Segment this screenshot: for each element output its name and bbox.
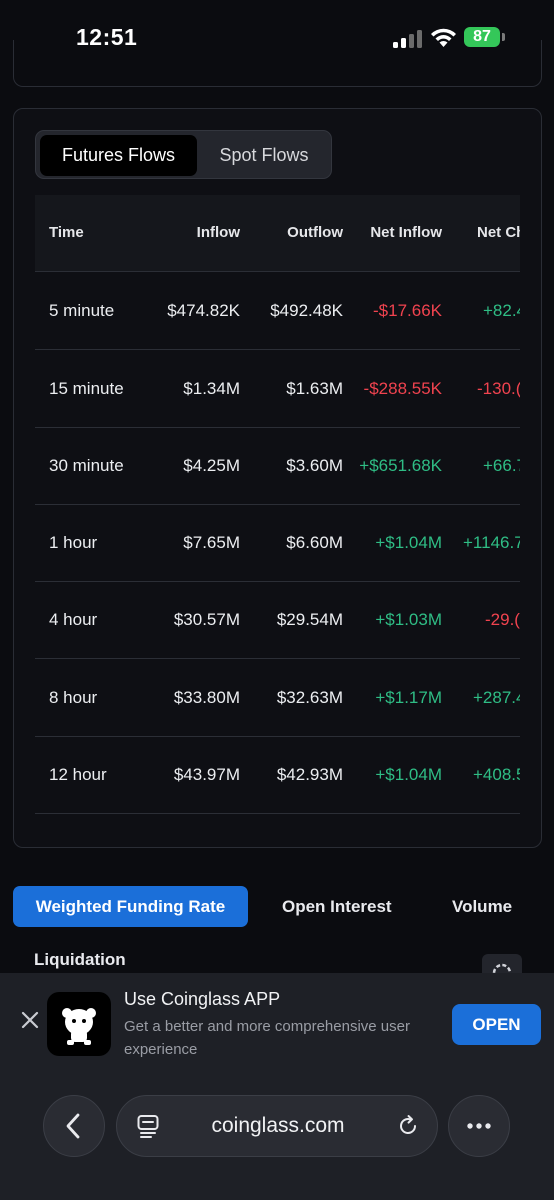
cell-outflow: $32.63M [276,688,343,707]
reload-icon[interactable] [396,1114,420,1138]
header-outflow[interactable]: Outflow [287,224,343,241]
cell-net-inflow: +$1.17M [375,688,442,707]
metric-tabs: Weighted Funding Rate Open Interest Volu… [0,886,554,928]
cell-net-inflow: +$1.03M [375,610,442,629]
table-row: 4 hour $30.57M $29.54M +$1.03M -29.( [35,581,520,659]
cell-net-inflow: -$17.66K [373,301,442,320]
coinglass-logo-icon [47,992,111,1056]
status-time: 12:51 [76,24,138,50]
cell-net-change: -130.( [477,379,520,398]
cell-outflow: $6.60M [286,533,343,552]
cell-time: 30 minute [49,456,124,475]
cell-outflow: $492.48K [270,301,343,320]
cell-outflow: $1.63M [286,379,343,398]
tab-weighted-funding-rate[interactable]: Weighted Funding Rate [13,886,248,927]
cell-net-inflow: -$288.55K [363,379,442,398]
cell-time: 15 minute [49,379,124,398]
table-header: Time Inflow Outflow Net Inflow Net Ch [35,195,520,272]
cell-outflow: $3.60M [286,456,343,475]
cell-inflow: $7.65M [183,533,240,552]
cell-outflow: $42.93M [276,765,343,784]
cell-inflow: $33.80M [173,688,240,707]
cell-inflow: $43.97M [173,765,240,784]
cell-net-inflow: +$1.04M [375,533,442,552]
flows-card: Futures Flows Spot Flows Time Inflow Out… [13,108,542,848]
header-net-change[interactable]: Net Ch [477,224,520,241]
url-text: coinglass.com [211,1114,345,1137]
cell-time: 12 hour [49,765,107,784]
cell-outflow: $29.54M [276,610,343,629]
cell-net-change: +82.4 [483,301,520,320]
cell-time: 8 hour [49,688,98,707]
cell-net-inflow: +$1.04M [375,765,442,784]
cell-inflow: $4.25M [183,456,240,475]
open-app-button[interactable]: OPEN [452,1004,541,1045]
close-icon[interactable] [20,1010,40,1030]
reader-icon[interactable] [137,1114,159,1138]
status-bar: 12:51 87 [0,0,554,74]
table-row: 12 hour $43.97M $42.93M +$1.04M +408.5 [35,736,520,814]
tab-futures-flows[interactable]: Futures Flows [40,135,197,176]
cell-net-change: +1146.7 [463,533,520,552]
header-time[interactable]: Time [49,224,84,241]
cell-time: 1 hour [49,533,98,552]
cell-net-change: -29.( [485,610,520,629]
cell-inflow: $1.34M [183,379,240,398]
more-icon [467,1123,491,1129]
more-button[interactable] [448,1095,510,1157]
banner-subtitle: Get a better and more comprehensive user… [124,1018,410,1058]
header-net-inflow[interactable]: Net Inflow [370,224,442,241]
tab-open-interest[interactable]: Open Interest [282,897,392,916]
back-button[interactable] [43,1095,105,1157]
cell-net-change: +287.4 [473,688,520,707]
cell-inflow: $474.82K [167,301,240,320]
address-bar[interactable]: coinglass.com [116,1095,438,1157]
header-inflow[interactable]: Inflow [196,224,240,241]
back-icon [66,1113,80,1139]
cell-net-change: +66.7 [483,456,520,475]
wifi-icon [431,28,456,47]
table-row: 1 hour $7.65M $6.60M +$1.04M +1146.7 [35,504,520,582]
cell-inflow: $30.57M [173,610,240,629]
flows-table[interactable]: Time Inflow Outflow Net Inflow Net Ch 5 … [35,195,520,825]
table-row: 15 minute $1.34M $1.63M -$288.55K -130.( [35,350,520,428]
signal-icon [393,30,422,48]
cell-time: 4 hour [49,610,98,629]
previous-card [13,40,542,87]
tab-volume[interactable]: Volume [452,897,513,916]
cell-time: 5 minute [49,301,115,320]
battery-icon: 87 [464,27,500,47]
cell-net-inflow: +$651.68K [359,456,442,475]
banner-title: Use Coinglass APP [124,989,281,1009]
table-row: 5 minute $474.82K $492.48K -$17.66K +82.… [35,272,520,350]
flows-toggle: Futures Flows Spot Flows [35,130,332,179]
table-row: 30 minute $4.25M $3.60M +$651.68K +66.7 [35,427,520,505]
battery-cap [502,33,505,41]
tab-spot-flows[interactable]: Spot Flows [219,145,309,165]
cell-net-change: +408.5 [473,765,520,784]
table-row: 8 hour $33.80M $32.63M +$1.17M +287.4 [35,659,520,737]
liquidation-heading: Liquidation [34,950,126,969]
